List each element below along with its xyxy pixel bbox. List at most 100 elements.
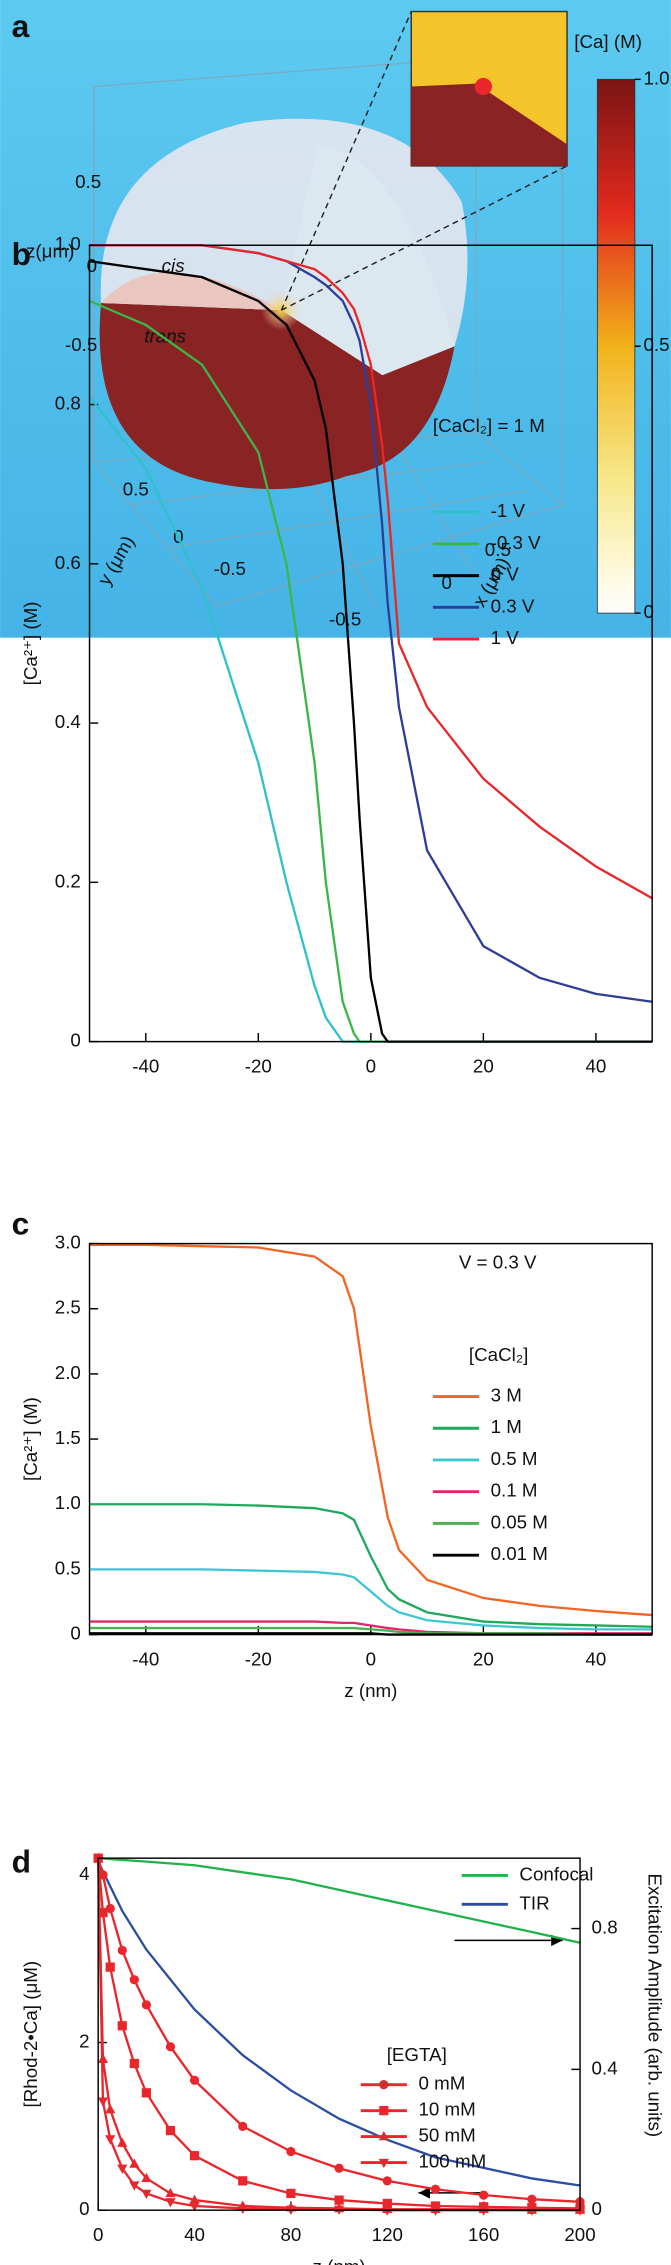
colorbar-title: [Ca] (M) bbox=[574, 31, 642, 52]
zoom-line bbox=[281, 165, 568, 311]
y-tick-label: 0 bbox=[70, 1623, 80, 1644]
marker bbox=[165, 2125, 176, 2136]
legend-label: 0.3 V bbox=[491, 595, 535, 616]
plot-frame bbox=[97, 1857, 581, 2211]
legend-marker bbox=[379, 2106, 389, 2116]
colorbar bbox=[596, 78, 636, 614]
y2-axis-label: Excitation Amplitude (arb. units) bbox=[645, 1873, 666, 2137]
marker bbox=[286, 2146, 296, 2157]
marker bbox=[141, 2000, 151, 2010]
legend-label: Confocal bbox=[519, 1863, 593, 1884]
hotspot bbox=[261, 289, 302, 331]
marker bbox=[334, 2163, 344, 2173]
z-tick-label: 0 bbox=[87, 255, 97, 276]
marker bbox=[189, 2194, 200, 2204]
legend-title: [CaCl₂] bbox=[469, 1344, 528, 1365]
inset-membrane bbox=[411, 83, 568, 166]
x-tick-label: 0 bbox=[93, 2224, 103, 2245]
x-tick-label: 0 bbox=[366, 1056, 376, 1077]
cis-region bbox=[101, 272, 282, 311]
x-tick-label: 0 bbox=[442, 572, 452, 593]
legend-title: [EGTA] bbox=[387, 2044, 447, 2065]
panel-label: b bbox=[12, 236, 31, 272]
x-tick-label: 20 bbox=[473, 1648, 494, 1669]
y-tick-label: 0.5 bbox=[55, 1557, 81, 1578]
marker bbox=[129, 2058, 139, 2069]
cut-face bbox=[281, 144, 455, 376]
marker bbox=[334, 2195, 344, 2205]
marker bbox=[105, 1903, 115, 1914]
trans-region bbox=[99, 302, 455, 490]
marker bbox=[238, 2121, 248, 2131]
marker bbox=[105, 1962, 115, 1972]
y-axis-label: [Ca²⁺] (M) bbox=[20, 1397, 41, 1481]
marker bbox=[117, 2137, 128, 2147]
y-tick-label: 1.5 bbox=[55, 1427, 81, 1448]
x-tick-label: 120 bbox=[372, 2224, 403, 2245]
panel-label: d bbox=[12, 1843, 31, 1879]
marker bbox=[286, 2188, 296, 2199]
marker bbox=[479, 2190, 489, 2200]
legend-label: -1 V bbox=[491, 500, 526, 521]
series-line bbox=[89, 1243, 653, 1617]
series-line bbox=[89, 1503, 653, 1628]
y-tick-label: 2.5 bbox=[55, 1297, 81, 1318]
marker bbox=[237, 2204, 248, 2215]
y-tick-label: 0.4 bbox=[55, 711, 81, 732]
marker bbox=[527, 2194, 537, 2204]
marker bbox=[129, 1975, 139, 1985]
legend-label: 100 mM bbox=[418, 2151, 486, 2172]
marker bbox=[141, 2088, 151, 2098]
marker bbox=[165, 2042, 176, 2052]
legend-label: 0.1 M bbox=[491, 1480, 538, 1501]
x-tick-label: 20 bbox=[473, 1056, 494, 1077]
y-tick-label: 1.0 bbox=[55, 233, 81, 254]
legend-label: 0 V bbox=[491, 564, 520, 585]
y-tick-label: 1.0 bbox=[55, 1492, 81, 1513]
zoom-line bbox=[280, 11, 412, 311]
x-axis-label: z (nm) bbox=[313, 2256, 366, 2265]
plot-frame bbox=[88, 1242, 653, 1636]
marker bbox=[478, 2206, 489, 2216]
series-line bbox=[89, 1568, 653, 1631]
series-line bbox=[97, 1857, 581, 2203]
y-axis-label: [Rhod-2•Ca] (μM) bbox=[20, 1961, 41, 2108]
marker bbox=[129, 2158, 140, 2168]
x-tick-label: 200 bbox=[564, 2224, 595, 2245]
marker bbox=[574, 2206, 586, 2216]
marker bbox=[129, 2181, 140, 2191]
y2-tick-label: 0 bbox=[592, 2198, 602, 2219]
y-tick-label: 2.0 bbox=[55, 1362, 81, 1383]
marker bbox=[382, 2206, 393, 2216]
marker bbox=[382, 2176, 392, 2186]
marker bbox=[165, 2198, 176, 2208]
series-line bbox=[89, 1626, 653, 1636]
colorbar-tick-label: 0 bbox=[644, 601, 654, 622]
legend-label: 50 mM bbox=[418, 2125, 475, 2146]
marker bbox=[141, 2189, 152, 2199]
series-line bbox=[97, 1858, 581, 2212]
series-line bbox=[97, 1861, 581, 2187]
x-axis-label: z (nm) bbox=[344, 1680, 397, 1701]
y-tick-label: 0.2 bbox=[55, 870, 81, 891]
marker bbox=[117, 2164, 128, 2174]
y-tick-label: 0 bbox=[70, 1030, 80, 1051]
marker bbox=[238, 2176, 248, 2186]
series-line bbox=[89, 244, 653, 900]
y-tick-label: 4 bbox=[79, 1863, 89, 1884]
legend-marker bbox=[378, 2131, 389, 2141]
x-tick-label: -20 bbox=[245, 1648, 272, 1669]
series-line bbox=[98, 1857, 581, 1944]
y-tick-label: 3.0 bbox=[55, 1232, 81, 1253]
y-axis-label: [Ca²⁺] (M) bbox=[20, 602, 41, 686]
y2-tick-label: 0.8 bbox=[592, 1917, 618, 1938]
x-tick-label: 40 bbox=[585, 1056, 606, 1077]
y-tick-label: 0.8 bbox=[55, 392, 81, 413]
panel-a bbox=[0, 0, 671, 638]
legend-marker bbox=[379, 2080, 389, 2090]
marker bbox=[165, 2187, 176, 2198]
legend-marker bbox=[378, 2158, 389, 2169]
legend-label: 1 V bbox=[491, 627, 520, 648]
marker bbox=[117, 2021, 127, 2031]
